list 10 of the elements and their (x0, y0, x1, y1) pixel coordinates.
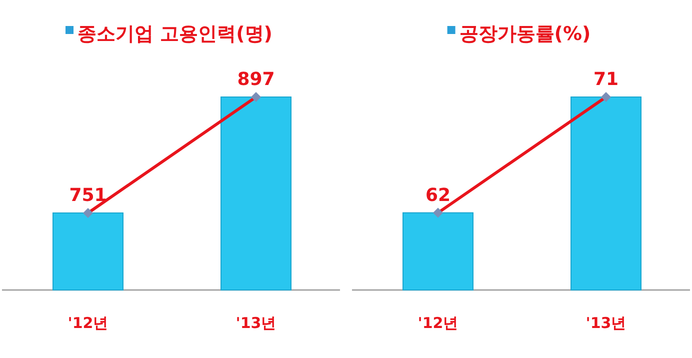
x-tick-label: '12년 (68, 314, 108, 332)
x-tick-label: '12년 (418, 314, 458, 332)
data-label: 897 (237, 69, 275, 90)
chart-title: 공장가동률(%) (459, 23, 591, 45)
x-tick-label: '13년 (236, 314, 276, 332)
data-label: 751 (69, 184, 107, 206)
x-tick-label: '13년 (586, 314, 626, 332)
data-label: 71 (593, 69, 619, 90)
chart-title: 종소기업 고용인력(명) (78, 23, 272, 45)
data-label: 62 (425, 184, 451, 206)
